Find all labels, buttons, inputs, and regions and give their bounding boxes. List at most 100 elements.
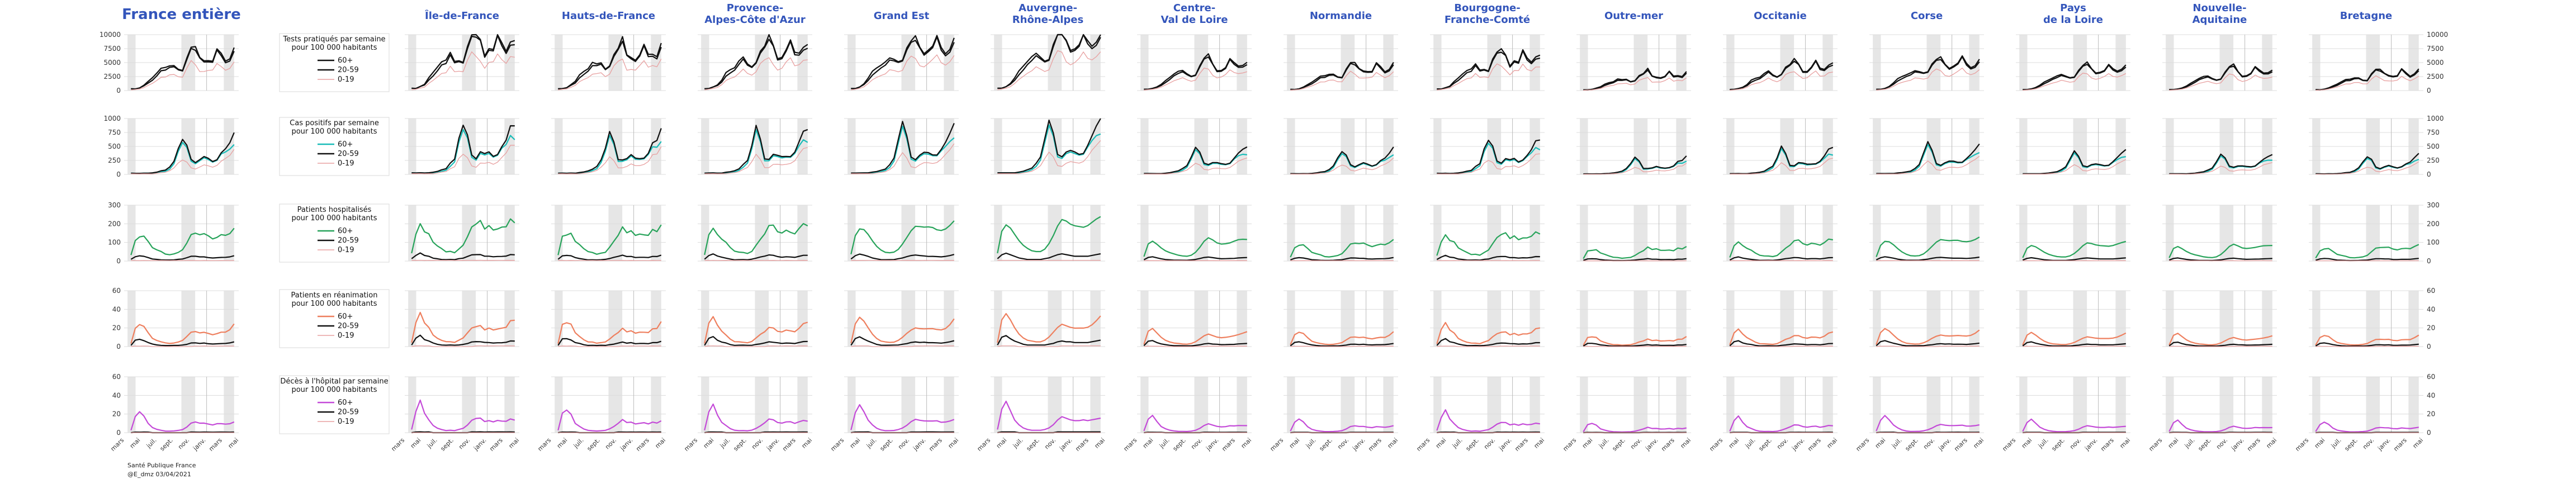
column-title-bourgogne-franche-comte: Bourgogne-Franche-Comté xyxy=(1445,2,1530,26)
shaded-period xyxy=(1780,377,1794,433)
series-line-0-19 xyxy=(1144,157,1248,174)
shaded-period xyxy=(1287,291,1295,347)
panel-bretagne: 0 2500 5000 7500 10000 xyxy=(2309,31,2448,94)
x-tick-label: mars xyxy=(1415,437,1431,453)
legend-box: Patients en réanimation pour 100 000 habi… xyxy=(279,289,390,348)
panel-grand-est xyxy=(844,118,959,175)
series-line-60 xyxy=(1143,237,1247,257)
shaded-period xyxy=(1530,291,1540,347)
x-tick-label: janv. xyxy=(2376,437,2392,452)
shaded-period xyxy=(1383,291,1394,347)
x-tick-label: mars xyxy=(207,437,224,453)
series-line-0-19 xyxy=(1583,77,1687,91)
panel-auvergne-rhone-alpes xyxy=(991,118,1105,175)
series-line-0-19 xyxy=(1437,63,1540,91)
panel-pays-de-la-loire: mars mai juil. sept. nov. janv. mars mai xyxy=(2001,376,2132,453)
series-line-60 xyxy=(997,312,1101,343)
panel-outre-mer xyxy=(1576,34,1691,91)
legend-label-0-19: 0-19 xyxy=(338,332,354,340)
column-title-auvergne-rhone-alpes: Auvergne-Rhône-Alpes xyxy=(1012,2,1083,26)
shaded-period xyxy=(1822,291,1833,347)
panel-grand-est xyxy=(844,205,959,262)
x-tick-label: mai xyxy=(556,437,569,450)
series-line-20-59 xyxy=(130,255,235,261)
legend-box: Cas positifs par semaine pour 100 000 hab… xyxy=(279,117,390,176)
shaded-period xyxy=(994,291,1002,347)
column-title-ile-de-france: Île-de-France xyxy=(425,10,499,22)
series-line-0-19 xyxy=(1876,155,1980,174)
panel-normandie xyxy=(1284,205,1398,262)
shaded-period xyxy=(1487,291,1502,347)
series-line-0-19 xyxy=(2315,75,2419,91)
shaded-period xyxy=(701,377,709,433)
x-tick-label: sept. xyxy=(1171,437,1187,452)
series-line-20-59 xyxy=(850,253,955,261)
x-tick-label: nov. xyxy=(1922,437,1936,451)
series-line-0-19 xyxy=(704,57,808,91)
panel-corse xyxy=(1869,34,1984,91)
x-tick-label: nov. xyxy=(457,437,471,451)
panel-hauts-de-france: mars mai juil. sept. nov. janv. mars mai xyxy=(536,376,667,453)
shaded-period xyxy=(651,205,661,261)
series-line-60 xyxy=(411,311,515,343)
x-tick-label: juil. xyxy=(2183,437,2196,450)
shaded-period xyxy=(1487,205,1502,261)
x-tick-label: mai xyxy=(2313,437,2327,450)
shaded-period xyxy=(797,377,808,433)
x-tick-label: mai xyxy=(1434,437,1448,450)
shaded-period xyxy=(1873,291,1881,347)
panel-pays-de-la-loire xyxy=(2016,290,2130,347)
x-tick-label: mars xyxy=(1854,437,1871,453)
x-tick-label: janv. xyxy=(191,437,207,452)
x-tick-label: juil. xyxy=(1011,437,1025,450)
y-tick-label: 0 xyxy=(116,171,121,178)
x-tick-label: sept. xyxy=(2050,437,2066,452)
panel-outre-mer: mars mai juil. sept. nov. janv. mars mai xyxy=(1561,376,1692,453)
series-line-60 xyxy=(704,403,808,432)
panel-occitanie xyxy=(1723,290,1838,347)
series-line-20-59 xyxy=(557,338,662,347)
shaded-period xyxy=(1090,291,1101,347)
shaded-period xyxy=(755,205,769,261)
series-line-20-59 xyxy=(851,121,955,174)
series-line-20-59 xyxy=(2023,61,2127,91)
x-tick-label: nov. xyxy=(1775,437,1789,451)
series-line-0-19 xyxy=(131,149,235,174)
x-tick-label: nov. xyxy=(2361,437,2375,451)
shaded-period xyxy=(555,377,563,433)
series-line-0-19 xyxy=(1730,158,1833,175)
x-tick-label: mars xyxy=(2001,437,2017,453)
panel-ile-de-france xyxy=(405,290,519,347)
shaded-period xyxy=(847,205,856,261)
shaded-period xyxy=(2262,377,2272,433)
x-tick-label: sept. xyxy=(2343,437,2359,452)
series-line-0-19 xyxy=(131,345,234,347)
y-tick-label: 40 xyxy=(2427,391,2435,399)
y-tick-label: 5000 xyxy=(103,59,121,67)
x-tick-label: mars xyxy=(536,437,552,453)
legend-label-20-59: 20-59 xyxy=(338,150,359,158)
x-tick-label: mars xyxy=(1122,437,1138,453)
row-0: Tests pratiqués par semaine pour 100 000 … xyxy=(100,31,2448,94)
y-tick-label: 750 xyxy=(108,129,121,136)
series-line-0-19 xyxy=(704,147,808,174)
x-tick-label: mai xyxy=(2167,437,2180,450)
series-line-60 xyxy=(704,222,808,255)
x-tick-label: mai xyxy=(1679,437,1692,450)
x-tick-label: mars xyxy=(829,437,845,453)
shaded-period xyxy=(944,377,954,433)
x-tick-label: sept. xyxy=(732,437,747,452)
shaded-period xyxy=(555,291,563,347)
y-tick-label: 60 xyxy=(112,373,121,381)
panel-grand-est: mars mai juil. sept. nov. janv. mars mai xyxy=(829,376,960,453)
legend-label-0-19: 0-19 xyxy=(338,159,354,168)
series-line-60 xyxy=(1143,414,1247,433)
x-tick-label: janv. xyxy=(1058,437,1073,452)
x-tick-label: sept. xyxy=(1025,437,1040,452)
shaded-period xyxy=(408,205,416,261)
shaded-period xyxy=(1822,377,1833,433)
x-tick-label: nov. xyxy=(1190,437,1204,451)
series-line-0-19 xyxy=(1437,345,1540,347)
x-tick-label: mai xyxy=(849,437,862,450)
series-line-20-59 xyxy=(704,335,808,346)
